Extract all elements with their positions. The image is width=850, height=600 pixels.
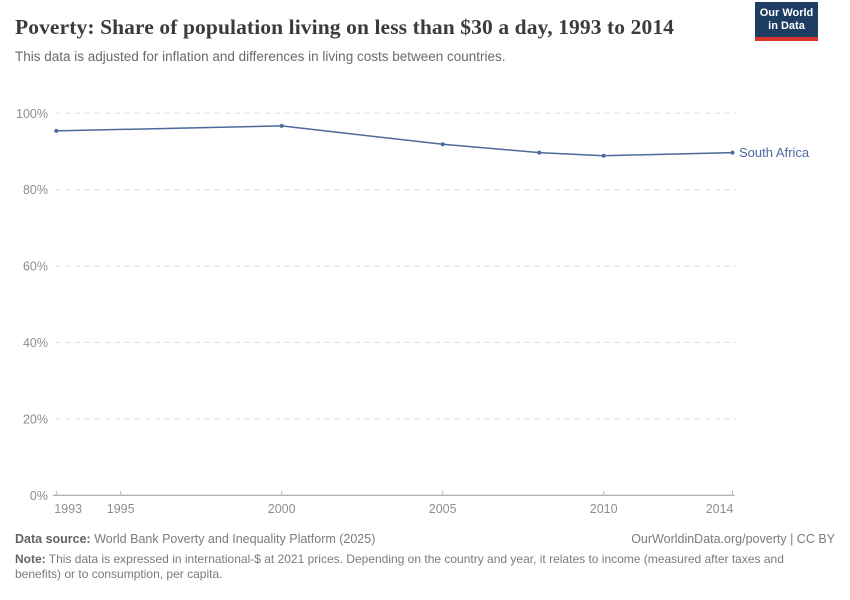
- owid-logo-box: Our World in Data: [755, 2, 818, 37]
- y-axis-tick-label: 0%: [30, 489, 48, 503]
- chart-subtitle: This data is adjusted for inflation and …: [15, 49, 506, 64]
- x-axis-tick-label: 2014: [706, 502, 734, 516]
- x-axis-tick-label: 1993: [54, 502, 82, 516]
- chart-footer: Data source: World Bank Poverty and Ineq…: [15, 532, 835, 582]
- data-point[interactable]: [279, 123, 284, 128]
- x-axis-tick-label: 2005: [429, 502, 457, 516]
- license-link[interactable]: OurWorldinData.org/poverty | CC BY: [631, 532, 835, 546]
- owid-logo[interactable]: Our World in Data: [755, 2, 818, 41]
- chart-note-text: This data is expressed in international-…: [15, 552, 784, 581]
- y-axis-tick-label: 20%: [23, 412, 48, 426]
- page-title: Poverty: Share of population living on l…: [15, 15, 675, 39]
- owid-logo-line1: Our World: [759, 7, 814, 19]
- y-axis-tick-label: 40%: [23, 336, 48, 350]
- data-source: Data source: World Bank Poverty and Ineq…: [15, 532, 375, 546]
- x-axis-tick-label: 1995: [107, 502, 135, 516]
- y-axis-tick-label: 80%: [23, 183, 48, 197]
- data-source-label: Data source:: [15, 532, 91, 546]
- chart-header: Poverty: Share of population living on l…: [15, 12, 835, 64]
- series-line-south-africa[interactable]: [55, 125, 734, 157]
- y-axis-tick-label: 60%: [23, 260, 48, 274]
- data-source-text: World Bank Poverty and Inequality Platfo…: [94, 532, 376, 546]
- data-point[interactable]: [537, 150, 542, 155]
- data-point[interactable]: [440, 142, 445, 147]
- x-axis-tick-label: 2000: [268, 502, 296, 516]
- owid-logo-line2: in Data: [768, 20, 805, 32]
- series-label-south-africa[interactable]: South Africa: [739, 145, 810, 160]
- data-point[interactable]: [730, 150, 735, 155]
- x-axis-tick-label: 2010: [590, 502, 618, 516]
- owid-logo-red-bar: [755, 37, 818, 41]
- y-axis-tick-label: 100%: [16, 107, 48, 121]
- data-point[interactable]: [601, 153, 606, 158]
- chart-note: Note: This data is expressed in internat…: [15, 552, 833, 582]
- chart-plot-area[interactable]: 0% 20% 40% 60% 80% 100% 1993 1995 2000 2005 2010 20…: [0, 100, 850, 530]
- chart-note-label: Note:: [15, 552, 46, 566]
- line-chart-svg: 0% 20% 40% 60% 80% 100% 1993 1995 2000 2005 2010 20…: [16, 107, 810, 516]
- data-point[interactable]: [54, 128, 59, 133]
